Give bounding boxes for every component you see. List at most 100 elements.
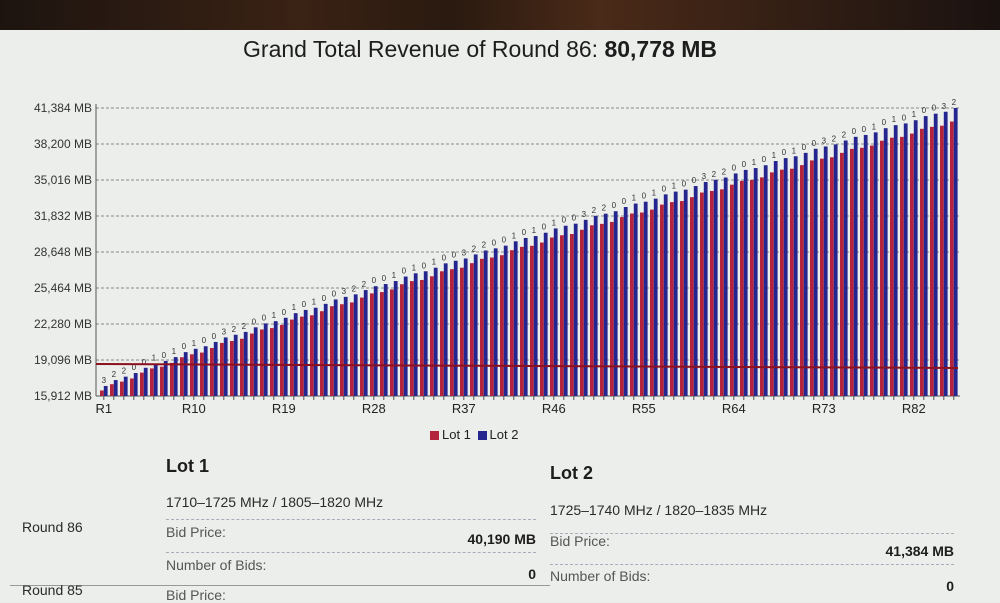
bar-data-label: 1 — [512, 231, 517, 240]
bar-lot2 — [693, 186, 698, 396]
lot2-bid-price: 41,384 MB — [885, 543, 954, 559]
bar-data-label: 2 — [232, 325, 237, 334]
bar-lot2 — [123, 376, 128, 396]
bar-lot2 — [373, 286, 378, 396]
bar-lot2 — [663, 194, 668, 396]
bar-lot1 — [480, 258, 484, 396]
bar-lot1 — [260, 329, 264, 396]
y-tick-label: 22,280 MB — [34, 317, 92, 331]
bar-data-label: 0 — [922, 106, 927, 115]
bar-data-label: 0 — [132, 363, 137, 372]
x-tick-label: R1 — [95, 401, 112, 416]
bar-lot2 — [223, 337, 228, 396]
bar-data-label: 0 — [542, 223, 547, 232]
bar-lot1 — [720, 189, 724, 396]
bar-lot1 — [450, 269, 454, 396]
bar-lot1 — [180, 357, 184, 396]
x-tick-label: R19 — [272, 401, 296, 416]
divider — [166, 552, 536, 553]
bar-lot2 — [813, 148, 818, 396]
bar-lot1 — [270, 328, 274, 396]
bar-lot2 — [753, 168, 758, 396]
bar-lot2 — [573, 223, 578, 396]
bar-data-label: 3 — [102, 376, 107, 385]
bar-lot2 — [163, 360, 168, 396]
bar-lot2 — [803, 152, 808, 396]
bar-lot2 — [613, 211, 618, 396]
bar-lot2 — [493, 248, 498, 396]
bar-data-label: 2 — [122, 367, 127, 376]
bar-data-label: 0 — [932, 104, 937, 113]
bar-lot1 — [750, 179, 754, 396]
bar-data-label: 2 — [112, 370, 117, 379]
bar-lot1 — [150, 368, 154, 396]
bar-lot1 — [860, 147, 864, 396]
monitor-bezel — [0, 0, 1000, 34]
bar-data-label: 1 — [672, 182, 677, 191]
bar-lot2 — [213, 341, 218, 396]
bar-lot1 — [660, 204, 664, 396]
bar-lot2 — [893, 125, 898, 397]
bar-data-label: 0 — [142, 358, 147, 367]
divider — [550, 533, 954, 534]
bar-lot1 — [330, 306, 334, 396]
bar-lot2 — [843, 140, 848, 396]
bar-data-label: 2 — [832, 134, 837, 143]
bar-lot1 — [440, 271, 444, 396]
bar-lot2 — [763, 165, 768, 396]
bar-lot2 — [793, 156, 798, 396]
lot1-bid-price-label-r85: Bid Price: — [166, 587, 226, 603]
bar-data-label: 0 — [182, 342, 187, 351]
bar-data-label: 0 — [282, 308, 287, 317]
bar-lot1 — [920, 128, 924, 396]
bar-data-label: 3 — [222, 327, 227, 336]
bar-data-label: 3 — [582, 210, 587, 219]
bar-lot1 — [170, 362, 174, 396]
bar-lot2 — [413, 273, 418, 396]
bar-data-label: 1 — [152, 354, 157, 363]
bar-lot1 — [420, 279, 424, 396]
bar-data-label: 2 — [242, 322, 247, 331]
legend-lot2-swatch — [477, 431, 487, 440]
bar-lot1 — [610, 221, 614, 396]
bar-lot2 — [553, 228, 558, 396]
bar-data-label: 0 — [262, 313, 267, 322]
bar-lot1 — [690, 197, 694, 396]
lot1-bids-label: Number of Bids: — [166, 557, 267, 573]
bar-lot2 — [153, 363, 158, 396]
bar-data-label: 2 — [362, 280, 367, 289]
bar-data-label: 2 — [592, 206, 597, 215]
bar-lot1 — [240, 338, 244, 396]
bar-lot2 — [633, 203, 638, 396]
bar-data-label: 1 — [172, 347, 177, 356]
bar-lot1 — [520, 246, 524, 396]
bar-lot2 — [823, 146, 828, 396]
bar-lot2 — [653, 198, 658, 396]
bar-data-label: 0 — [382, 274, 387, 283]
bar-lot2 — [383, 284, 388, 396]
bar-lot2 — [743, 169, 748, 396]
bar-lot2 — [873, 132, 878, 396]
bar-data-label: 1 — [772, 151, 777, 160]
bar-lot2 — [263, 323, 268, 396]
y-tick-label: 35,016 MB — [34, 173, 92, 187]
bar-lot2 — [623, 207, 628, 396]
bar-data-label: 0 — [252, 317, 257, 326]
bar-lot2 — [783, 158, 788, 396]
bar-data-label: 1 — [892, 115, 897, 124]
bar-lot2 — [193, 348, 198, 396]
bar-lot2 — [903, 123, 908, 396]
bar-lot2 — [273, 321, 278, 396]
bar-lot1 — [880, 140, 884, 396]
bar-lot2 — [543, 232, 548, 396]
bar-data-label: 0 — [492, 238, 497, 247]
bar-lot2 — [523, 237, 528, 396]
bar-lot2 — [483, 250, 488, 396]
bar-data-label: 2 — [842, 130, 847, 139]
bar-lot2 — [603, 213, 608, 396]
bar-lot2 — [533, 236, 538, 396]
bar-lot2 — [703, 181, 708, 396]
bar-lot2 — [713, 179, 718, 396]
lot1-bid-price-label: Bid Price: — [166, 524, 226, 540]
bar-lot1 — [500, 255, 504, 396]
